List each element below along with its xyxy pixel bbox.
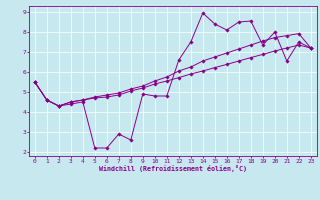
X-axis label: Windchill (Refroidissement éolien,°C): Windchill (Refroidissement éolien,°C) <box>99 165 247 172</box>
